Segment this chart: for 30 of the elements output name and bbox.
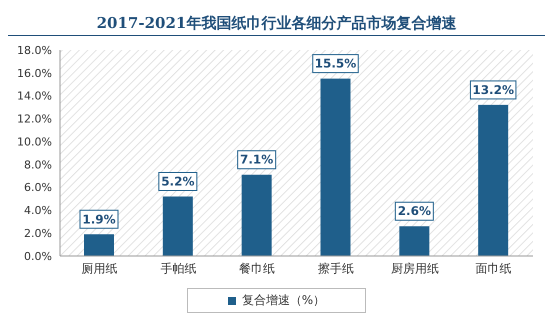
bar (242, 174, 272, 256)
bar (478, 104, 508, 256)
data-label: 5.2% (161, 174, 194, 188)
y-tick-label: 6.0% (24, 181, 52, 194)
x-tick-label: 厕用纸 (81, 262, 118, 276)
y-tick-label: 14.0% (17, 90, 52, 103)
x-tick-label: 手帕纸 (160, 262, 196, 276)
x-tick-label: 擦手纸 (318, 262, 354, 276)
y-tick-label: 4.0% (24, 204, 52, 218)
x-tick-label: 餐巾纸 (239, 262, 276, 276)
bar (399, 226, 430, 256)
bar (162, 196, 193, 256)
y-tick-label: 0.0% (24, 250, 52, 263)
chart-title: 2017-2021年我国纸巾行业各细分产品市场复合增速 (8, 8, 545, 36)
data-label: 1.9% (82, 212, 116, 226)
y-tick-label: 2.0% (24, 227, 52, 240)
bar (84, 234, 114, 256)
y-tick-label: 18.0% (17, 44, 52, 57)
data-label: 2.6% (398, 204, 431, 218)
y-tick-label: 10.0% (17, 135, 52, 148)
y-tick-label: 12.0% (17, 112, 52, 126)
bar (320, 78, 350, 256)
data-label: 15.5% (314, 56, 356, 71)
x-tick-label: 厨房用纸 (390, 262, 439, 276)
data-label: 7.1% (240, 152, 274, 167)
y-tick-label: 16.0% (17, 66, 52, 80)
data-label: 13.2% (472, 82, 514, 97)
legend-label: 复合增速（%） (242, 292, 326, 309)
y-tick-label: 8.0% (24, 158, 52, 172)
x-tick-label: 面巾纸 (476, 262, 512, 276)
